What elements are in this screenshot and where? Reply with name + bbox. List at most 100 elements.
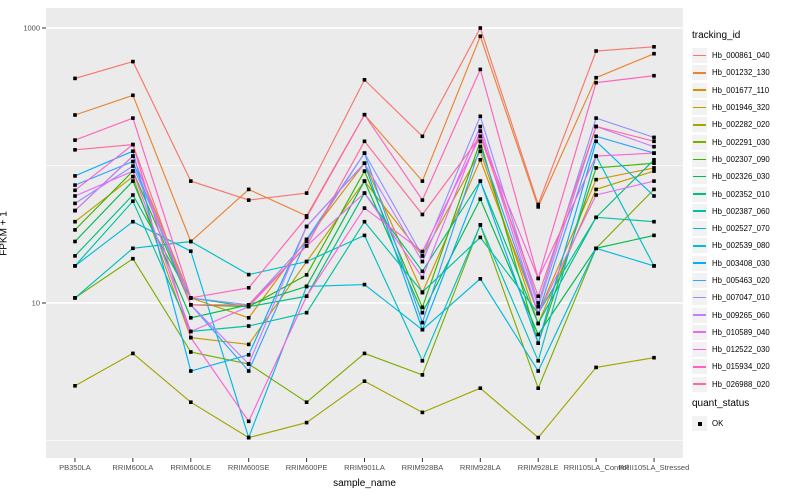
data-point-Hb_002291_030-RRIM901LA (362, 351, 367, 356)
data-point-Hb_001232_130-RRII105LA_Control (594, 75, 598, 80)
data-point-Hb_015934_020-RRIM928LE (536, 276, 540, 281)
data-point-Hb_026988_020-RRIM600PE (304, 244, 309, 248)
data-point-Hb_002539_080-RRIM928LE (536, 369, 540, 373)
legend-color-line-icon (693, 89, 706, 91)
data-point-Hb_012522_030-RRIM928BA (420, 249, 425, 254)
legend-entry-ok: OK (692, 415, 800, 432)
data-point-Hb_002352_010-RRIM928BA (420, 269, 425, 274)
legend-entry-label: Hb_002527_070 (712, 224, 770, 234)
data-point-Hb_012522_030-RRIM600PE (304, 294, 309, 298)
data-point-Hb_001232_130-RRIM928LA (478, 34, 483, 39)
legend-entry-label: Hb_026988_020 (712, 379, 770, 389)
data-point-Hb_002539_080-RRIM901LA (362, 282, 367, 287)
data-point-Hb_009265_060-RRIM928LA (478, 124, 483, 129)
x-tick-label-RRIM600PE: RRIM600PE (285, 463, 328, 472)
data-point-Hb_001232_130-RRIM600SE (246, 187, 251, 192)
data-point-Hb_002326_030-RRIM928LA (478, 197, 483, 201)
legend-entry-label: Hb_002326_030 (712, 172, 770, 182)
data-point-Hb_002527_070-RRIM600PE (304, 259, 309, 264)
legend-color-line-icon (693, 366, 706, 368)
data-point-Hb_002307_090-RRIM928BA (420, 305, 425, 310)
x-tick-label-RRII105LA_Stressed: RRII105LA_Stressed (618, 463, 690, 472)
data-point-Hb_000861_040-RRIM901LA (362, 78, 367, 82)
legend-key-icon (692, 117, 707, 133)
data-point-Hb_002387_060-RRIM600LA (131, 199, 135, 203)
data-point-Hb_010589_040-RRIM901LA (362, 191, 367, 195)
legend-entry-ok-label: OK (712, 419, 724, 429)
data-point-Hb_003408_030-RRIM600LE (189, 369, 193, 373)
legend-entry-Hb_003408_030: Hb_003408_030 (692, 255, 800, 272)
data-point-Hb_002291_030-RRIM600LA (131, 256, 135, 261)
data-point-Hb_026988_020-RRIM600LA (131, 142, 135, 147)
data-point-Hb_010589_040-RRIM600LE (189, 329, 193, 334)
data-point-Hb_002527_070-RRIM600SE (246, 272, 251, 277)
legend-key-icon (692, 342, 707, 358)
data-point-Hb_026988_020-RRIM928LA (478, 134, 483, 139)
data-point-Hb_015934_020-PB350LA (73, 138, 77, 142)
data-point-Hb_002326_030-PB350LA (73, 239, 77, 244)
data-point-Hb_010589_040-RRIM928LA (478, 129, 483, 133)
legend-entry-label: Hb_002291_030 (712, 137, 770, 147)
data-point-Hb_002291_030-RRII105LA_Stressed (652, 187, 656, 192)
legend-entry-Hb_002291_030: Hb_002291_030 (692, 133, 800, 150)
data-point-Hb_009265_060-RRIM928BA (420, 259, 425, 264)
data-point-Hb_005463_020-RRIM928BA (420, 320, 425, 325)
data-point-Hb_000861_040-RRII105LA_Control (594, 49, 598, 53)
legend-entry-label: Hb_015934_020 (712, 362, 770, 372)
data-point-Hb_007047_010-RRII105LA_Control (594, 116, 598, 120)
legend-entry-Hb_002282_020: Hb_002282_020 (692, 116, 800, 133)
data-point-Hb_002387_060-RRII105LA_Control (594, 215, 598, 220)
data-point-Hb_012522_030-RRIM600SE (246, 419, 251, 424)
data-point-Hb_002282_020-RRIM600LA (131, 351, 135, 356)
legend-key-icon (692, 359, 707, 375)
data-point-Hb_002352_010-RRIM600LA (131, 193, 135, 197)
legend-color-line-icon (693, 331, 706, 334)
data-point-Hb_003408_030-RRII105LA_Control (594, 139, 598, 144)
data-point-Hb_003408_030-RRII105LA_Stressed (652, 194, 656, 198)
data-point-Hb_001232_130-RRIM928LE (536, 205, 540, 209)
data-point-Hb_002326_030-RRIM928LE (536, 332, 540, 337)
legend-entry-Hb_010589_040: Hb_010589_040 (692, 324, 800, 341)
data-point-Hb_002539_080-RRII105LA_Control (594, 246, 598, 251)
legend-entry-label: Hb_002539_080 (712, 241, 770, 251)
legend-color-line-icon (693, 106, 706, 109)
data-point-Hb_009265_060-RRIM600SE (246, 362, 251, 366)
legend-key-icon (692, 169, 707, 185)
data-point-Hb_002282_020-RRII105LA_Stressed (652, 355, 656, 360)
data-point-Hb_007047_010-RRII105LA_Stressed (652, 135, 656, 140)
legend-entry-Hb_005463_020: Hb_005463_020 (692, 272, 800, 289)
legend-key-icon (692, 307, 707, 323)
data-point-Hb_010589_040-RRII105LA_Stressed (652, 179, 656, 183)
data-point-Hb_002539_080-PB350LA (73, 264, 77, 268)
black-square-marker-icon (697, 421, 702, 426)
x-tick-label-RRIM600SE: RRIM600SE (227, 463, 270, 472)
data-point-Hb_003408_030-PB350LA (73, 174, 77, 178)
data-point-Hb_002527_070-RRIM600LE (189, 239, 193, 244)
y-tick-label-1000: 1000 (23, 23, 40, 33)
legend-entry-Hb_002387_060: Hb_002387_060 (692, 203, 800, 220)
legend-key-icon (692, 65, 707, 81)
data-point-Hb_001946_320-RRII105LA_Stressed (652, 169, 656, 173)
data-point-Hb_001946_320-RRIM600SE (246, 342, 251, 347)
data-point-Hb_002307_090-RRII105LA_Stressed (652, 161, 656, 165)
data-point-Hb_002282_020-RRIM928LA (478, 386, 483, 390)
data-point-Hb_002282_020-RRIM600LE (189, 400, 193, 404)
legend-key-icon (692, 203, 707, 219)
legend-key-icon (692, 134, 707, 150)
legend-entry-Hb_001232_130: Hb_001232_130 (692, 64, 800, 81)
legend-entry-label: Hb_002352_010 (712, 189, 770, 199)
data-point-Hb_009265_060-RRIM600PE (304, 224, 309, 229)
data-point-Hb_005463_020-RRII105LA_Control (594, 134, 598, 139)
legend-color-line-icon (693, 383, 706, 385)
data-point-Hb_000861_040-RRII105LA_Stressed (652, 45, 656, 49)
data-point-Hb_012522_030-RRII105LA_Control (594, 154, 598, 158)
x-axis-title: sample_name (333, 478, 396, 489)
legend-key-icon (692, 186, 707, 202)
quant-ok-key (692, 416, 707, 432)
legend-entry-label: Hb_010589_040 (712, 327, 770, 337)
legend-key-icon (692, 376, 707, 392)
data-point-Hb_015934_020-RRIM600SE (246, 286, 251, 290)
data-point-Hb_007047_010-RRIM928LA (478, 114, 483, 119)
legend-color-line-icon (693, 314, 706, 316)
data-point-Hb_012522_030-RRIM600LE (189, 335, 193, 340)
